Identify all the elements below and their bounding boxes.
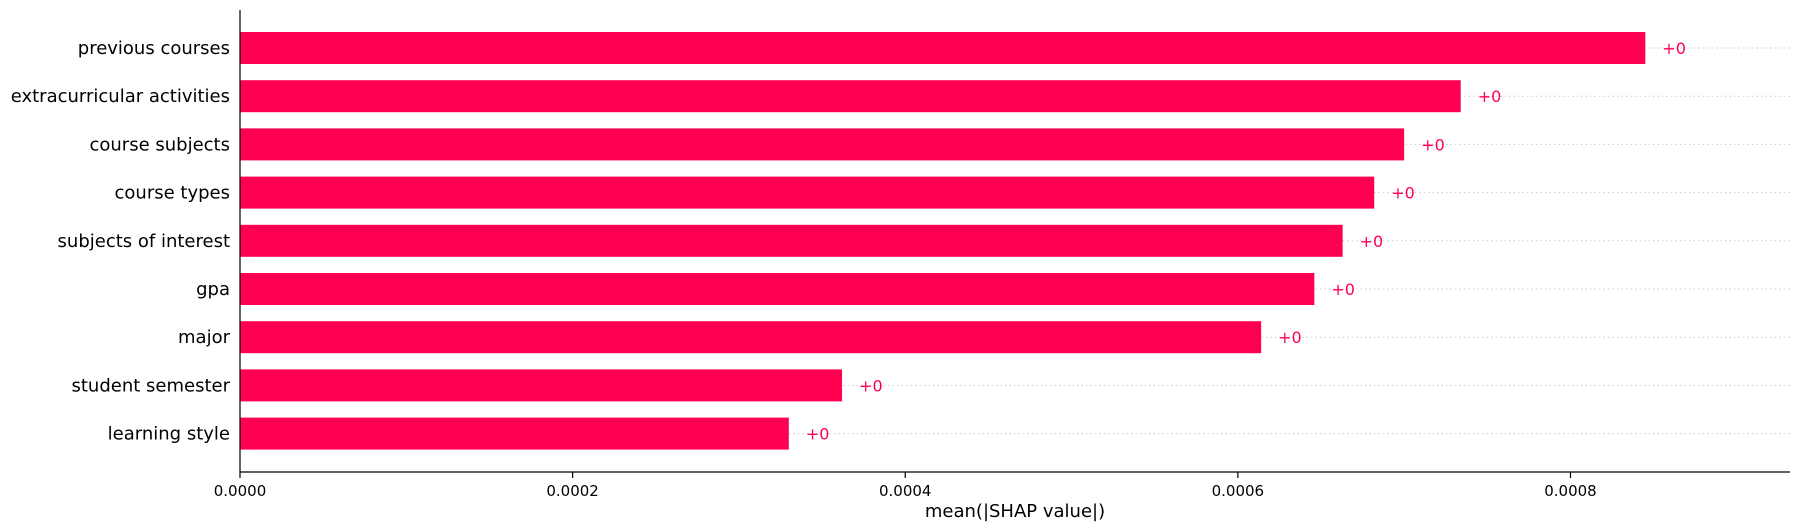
bar-value-label: +0 (859, 376, 883, 395)
bar-extracurricular-activities (240, 80, 1461, 113)
category-label: major (178, 327, 231, 348)
category-label: extracurricular activities (11, 86, 230, 107)
category-label: subjects of interest (58, 231, 230, 252)
value-labels: +0 +0 +0 +0 +0 +0 +0 +0 +0 (806, 39, 1686, 444)
category-label: learning style (108, 424, 230, 445)
bar-value-label: +0 (1662, 39, 1686, 58)
bar-value-label: +0 (1391, 184, 1415, 203)
x-axis-title: mean(|SHAP value|) (925, 501, 1105, 522)
bar-course-types (240, 176, 1375, 209)
x-tick-label: 0.0000 (214, 482, 267, 500)
bar-major (240, 321, 1262, 354)
x-tick-label: 0.0006 (1212, 482, 1265, 500)
category-label: gpa (196, 279, 230, 300)
x-tick-label: 0.0008 (1544, 482, 1597, 500)
bar-value-label: +0 (1478, 87, 1502, 106)
x-tick-label: 0.0002 (546, 482, 599, 500)
bar-student-semester (240, 369, 843, 402)
bar-gpa (240, 273, 1315, 305)
bar-value-label: +0 (1421, 135, 1445, 154)
x-tick-label: 0.0004 (879, 482, 932, 500)
bar-value-label: +0 (806, 425, 830, 444)
bar-value-label: +0 (1278, 328, 1302, 347)
bars (240, 32, 1646, 450)
category-label: course subjects (89, 134, 230, 155)
bar-learning-style (240, 417, 789, 450)
category-labels: previous courses extracurricular activiti… (11, 38, 231, 445)
bar-previous-courses (240, 32, 1646, 64)
category-label: previous courses (78, 38, 230, 59)
category-label: course types (115, 183, 230, 204)
bar-subjects-of-interest (240, 224, 1343, 257)
category-label: student semester (71, 375, 230, 396)
bar-value-label: +0 (1360, 232, 1384, 251)
bar-value-label: +0 (1331, 280, 1355, 299)
x-axis-ticks: 0.0000 0.0002 0.0004 0.0006 0.0008 (214, 472, 1597, 500)
bar-course-subjects (240, 128, 1405, 161)
